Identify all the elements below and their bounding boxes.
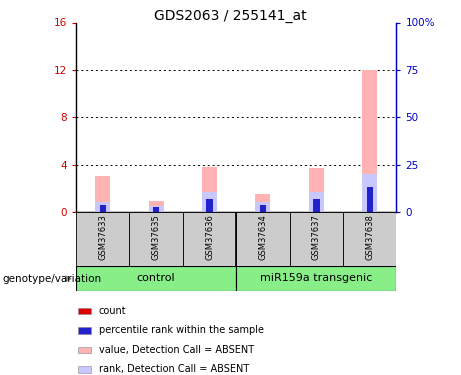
- Text: GSM37637: GSM37637: [312, 214, 321, 261]
- Bar: [236, 212, 290, 266]
- Text: percentile rank within the sample: percentile rank within the sample: [99, 326, 264, 335]
- Bar: [95, 202, 110, 212]
- Text: count: count: [99, 306, 126, 316]
- Text: rank, Detection Call = ABSENT: rank, Detection Call = ABSENT: [99, 364, 249, 374]
- Bar: [362, 174, 377, 212]
- Bar: [149, 201, 164, 212]
- Bar: [95, 176, 110, 212]
- Bar: [255, 194, 271, 212]
- Bar: [202, 192, 217, 212]
- Text: control: control: [137, 273, 176, 284]
- Text: value, Detection Call = ABSENT: value, Detection Call = ABSENT: [99, 345, 254, 355]
- Bar: [290, 212, 343, 266]
- Bar: [313, 199, 319, 212]
- Bar: [207, 210, 213, 212]
- Bar: [183, 212, 236, 266]
- Bar: [76, 266, 236, 291]
- Bar: [260, 210, 266, 212]
- Bar: [236, 266, 396, 291]
- Bar: [202, 167, 217, 212]
- Text: GSM37638: GSM37638: [365, 214, 374, 261]
- Bar: [78, 366, 91, 373]
- Text: genotype/variation: genotype/variation: [2, 274, 101, 284]
- Bar: [153, 210, 160, 212]
- Text: GDS2063 / 255141_at: GDS2063 / 255141_at: [154, 9, 307, 23]
- Bar: [366, 210, 373, 212]
- Text: GSM37636: GSM37636: [205, 214, 214, 261]
- Bar: [255, 202, 271, 212]
- Bar: [78, 327, 91, 334]
- Text: miR159a transgenic: miR159a transgenic: [260, 273, 372, 284]
- Bar: [100, 210, 106, 212]
- Bar: [362, 70, 377, 212]
- Bar: [313, 210, 319, 212]
- Bar: [309, 192, 324, 212]
- Bar: [130, 212, 183, 266]
- Bar: [343, 212, 396, 266]
- Text: GSM37634: GSM37634: [259, 214, 267, 260]
- Bar: [78, 308, 91, 314]
- Bar: [207, 199, 213, 212]
- Bar: [149, 206, 164, 212]
- Bar: [153, 207, 160, 212]
- Bar: [309, 168, 324, 212]
- Bar: [260, 206, 266, 212]
- Bar: [366, 187, 373, 212]
- Bar: [100, 206, 106, 212]
- Text: GSM37633: GSM37633: [98, 214, 107, 261]
- Text: GSM37635: GSM37635: [152, 214, 161, 260]
- Bar: [78, 347, 91, 353]
- Bar: [76, 212, 130, 266]
